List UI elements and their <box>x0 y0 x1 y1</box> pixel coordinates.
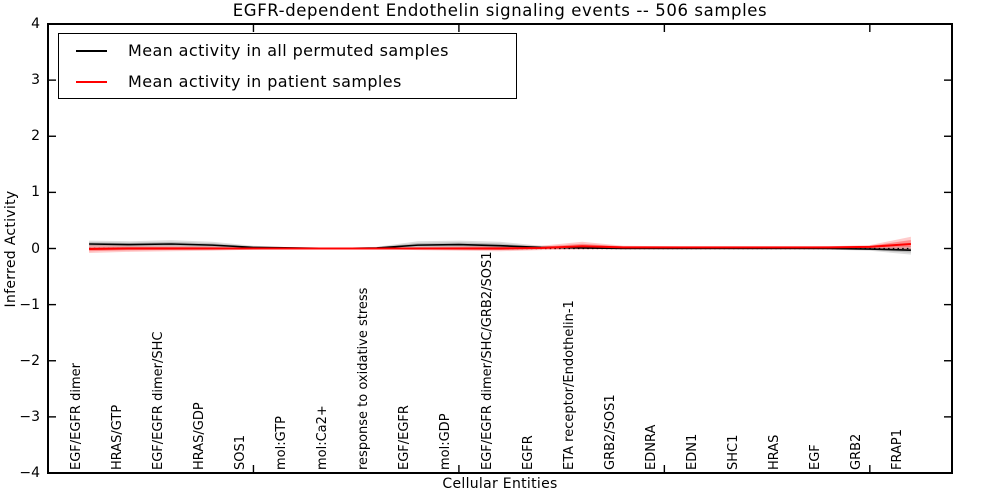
y-tick-label: 4 <box>31 16 40 32</box>
x-category-label: EGF/EGFR dimer/SHC <box>150 331 166 470</box>
x-category-label: FRAP1 <box>890 429 906 470</box>
permuted-mean-line <box>89 243 911 251</box>
chart-title: EGFR-dependent Endothelin signaling even… <box>232 1 768 20</box>
x-category-label: EDNRA <box>643 424 659 470</box>
x-category-label: HRAS/GTP <box>109 404 125 470</box>
x-category-label: mol:GTP <box>274 416 290 470</box>
x-category-label: EGF/EGFR <box>397 405 413 470</box>
y-tick-label: 2 <box>31 128 40 145</box>
legend: Mean activity in all permuted samples Me… <box>58 33 517 99</box>
y-tick-label: −3 <box>19 408 40 425</box>
y-tick-label: −2 <box>19 352 40 369</box>
x-category-label: SOS1 <box>232 434 248 470</box>
y-tick-label: 0 <box>31 240 40 257</box>
x-category-label: response to oxidative stress <box>356 287 372 470</box>
x-category-label: EGF <box>808 444 824 470</box>
y-tick-label: 1 <box>31 184 40 201</box>
patient-mean-line <box>89 243 911 251</box>
x-category-label: mol:GDP <box>438 413 454 470</box>
x-category-label: HRAS <box>767 434 783 470</box>
legend-item-permuted: Mean activity in all permuted samples <box>59 39 516 63</box>
x-category-label: GRB2 <box>849 433 865 470</box>
x-category-label: SHC1 <box>726 434 742 470</box>
x-category-label: EGF/EGFR dimer <box>68 363 84 470</box>
x-category-label: ETA receptor/Endothelin-1 <box>561 300 577 470</box>
legend-label-patient: Mean activity in patient samples <box>128 71 402 91</box>
axes-frame <box>47 23 953 474</box>
x-category-label: EGFR <box>520 435 536 470</box>
permuted-band-outer <box>89 240 911 255</box>
legend-line-patient-icon <box>76 80 107 83</box>
x-category-label: mol:Ca2+ <box>315 405 331 470</box>
x-category-label: EDN1 <box>684 433 700 470</box>
x-category-label: GRB2/SOS1 <box>602 394 618 470</box>
x-axis-label: Cellular Entities <box>442 476 558 492</box>
y-tick-label: −4 <box>19 465 40 481</box>
legend-label-permuted: Mean activity in all permuted samples <box>128 40 449 60</box>
y-tick-label: 3 <box>31 72 40 89</box>
legend-item-patient: Mean activity in patient samples <box>59 70 516 94</box>
x-category-label: EGF/EGFR dimer/SHC/GRB2/SOS1 <box>479 251 495 471</box>
x-category-label: HRAS/GDP <box>191 402 207 470</box>
permuted-band-inner <box>89 241 911 253</box>
y-tick-label: −1 <box>19 296 40 313</box>
legend-line-permuted-icon <box>76 49 107 52</box>
